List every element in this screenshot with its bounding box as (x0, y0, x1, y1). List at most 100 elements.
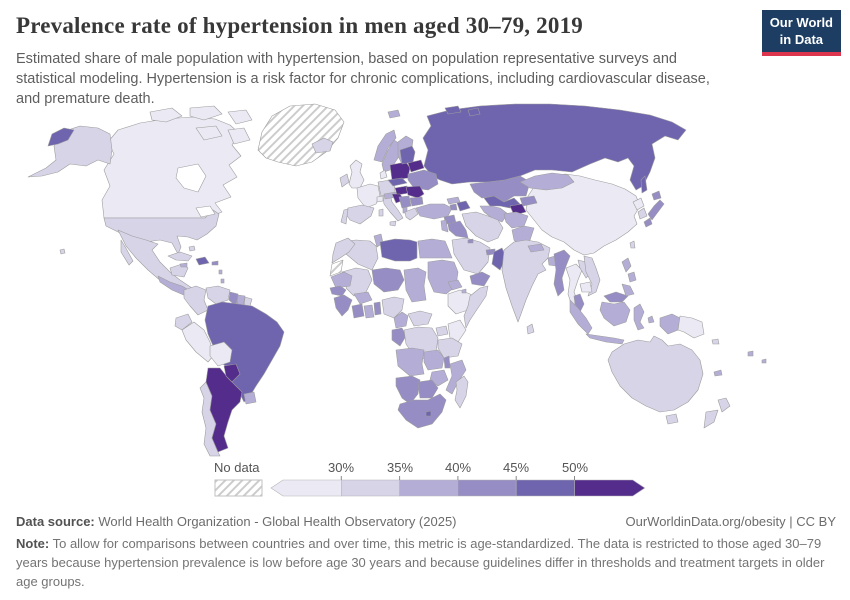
country-turkey[interactable] (415, 203, 453, 220)
country-new-zealand[interactable] (703, 397, 731, 429)
country-guinea[interactable] (333, 294, 353, 317)
attribution-link[interactable]: OurWorldinData.org/obesity | CC BY (625, 514, 837, 529)
country-armenia[interactable] (449, 203, 458, 211)
country-north-korea[interactable] (632, 197, 645, 211)
country-lesotho[interactable] (425, 410, 432, 417)
country-somalia[interactable] (463, 285, 489, 329)
country-portugal[interactable] (340, 208, 349, 225)
country-gabon-congo[interactable] (391, 327, 407, 347)
country-china[interactable] (525, 173, 641, 256)
legend-bin-30–35%[interactable] (341, 479, 400, 497)
country-indonesia-borneo[interactable] (599, 301, 631, 327)
country-kenya[interactable] (447, 319, 467, 343)
country-paraguay[interactable] (223, 363, 241, 383)
country-nepal[interactable] (527, 243, 545, 253)
country-western-sahara[interactable] (329, 259, 344, 277)
country-denmark[interactable] (379, 169, 388, 180)
country-uk[interactable] (348, 159, 365, 189)
country-hispaniola[interactable] (195, 256, 210, 266)
country-bulgaria[interactable] (409, 196, 424, 207)
country-ivory-coast[interactable] (351, 303, 365, 319)
country-levant[interactable] (440, 219, 449, 233)
country-baltics[interactable] (399, 145, 416, 165)
country-libya[interactable] (379, 238, 418, 262)
country-indonesia-java[interactable] (585, 333, 625, 345)
country-car[interactable] (407, 310, 433, 327)
country-angola[interactable] (395, 347, 425, 377)
country-lesser-antilles[interactable] (218, 269, 225, 284)
country-belarus[interactable] (407, 159, 425, 173)
country-vietnam[interactable] (583, 255, 601, 297)
country-sri-lanka[interactable] (526, 323, 535, 335)
country-mongolia[interactable] (519, 172, 575, 191)
country-mexico[interactable] (117, 229, 193, 295)
country-india[interactable] (501, 239, 551, 323)
country-eritrea[interactable] (447, 279, 463, 291)
country-namibia[interactable] (395, 375, 421, 405)
country-hawaii[interactable] (59, 248, 66, 255)
country-poland[interactable] (389, 161, 411, 181)
country-puerto-rico[interactable] (211, 260, 219, 266)
country-malaysia[interactable] (573, 293, 585, 313)
country-uganda[interactable] (435, 325, 449, 337)
country-uruguay[interactable] (243, 391, 257, 405)
legend-bin-45–50%[interactable] (515, 479, 575, 497)
country-venezuela[interactable] (205, 285, 231, 305)
country-france[interactable] (356, 183, 381, 209)
country-alaska[interactable] (27, 125, 113, 178)
country-italy[interactable] (378, 193, 404, 227)
country-tanzania[interactable] (437, 337, 463, 359)
legend-bin-<30%[interactable] (270, 479, 342, 497)
country-azerbaijan[interactable] (456, 200, 471, 212)
country-afghanistan[interactable] (503, 211, 529, 229)
country-sakhalin[interactable] (640, 175, 648, 194)
country-tasmania[interactable] (665, 413, 679, 425)
country-zambia[interactable] (423, 349, 445, 371)
legend-bin->50%[interactable] (574, 479, 646, 497)
country-madagascar[interactable] (454, 375, 469, 409)
country-iceland[interactable] (311, 137, 334, 154)
country-niger[interactable] (371, 267, 405, 293)
country-morocco[interactable] (331, 237, 356, 264)
country-chad[interactable] (403, 267, 427, 303)
country-greenland[interactable] (257, 103, 345, 167)
country-benin-togo[interactable] (373, 301, 382, 316)
country-zimbabwe[interactable] (429, 369, 449, 387)
country-greece[interactable] (404, 207, 419, 221)
country-solomon-islands[interactable] (711, 338, 720, 345)
country-indonesia-sulawesi[interactable] (633, 303, 645, 331)
country-chukotka[interactable] (47, 127, 75, 147)
country-kuwait[interactable] (467, 238, 474, 244)
country-egypt[interactable] (417, 238, 453, 259)
country-japan[interactable] (643, 190, 665, 228)
country-arctic-islands[interactable] (444, 105, 481, 117)
country-ukraine[interactable] (407, 169, 439, 191)
country-ireland[interactable] (339, 173, 350, 188)
country-spain[interactable] (345, 204, 375, 225)
country-burkina-faso[interactable] (353, 291, 373, 305)
country-argentina[interactable] (205, 367, 243, 453)
country-cambodia[interactable] (579, 281, 593, 293)
country-czech-slovakia[interactable] (387, 177, 408, 187)
country-romania[interactable] (405, 185, 425, 199)
country-philippines[interactable] (621, 257, 637, 297)
country-myanmar[interactable] (553, 249, 571, 297)
country-indonesia-moluccas[interactable] (647, 315, 655, 324)
country-ghana[interactable] (363, 304, 375, 319)
country-georgia[interactable] (446, 196, 461, 205)
country-yemen[interactable] (469, 271, 491, 287)
country-svalbard[interactable] (387, 109, 401, 119)
country-iran[interactable] (461, 211, 504, 243)
country-nigeria[interactable] (381, 296, 405, 319)
country-iraq[interactable] (447, 220, 469, 239)
country-switzerland[interactable] (376, 195, 384, 203)
country-mauritania[interactable] (330, 271, 353, 289)
country-serbia-bosnia[interactable] (398, 195, 412, 209)
country-taiwan[interactable] (629, 240, 636, 249)
country-west-papua[interactable] (659, 313, 681, 335)
country-australia[interactable] (607, 335, 704, 413)
legend-bin-35–40%[interactable] (399, 479, 459, 497)
country-kazakhstan[interactable] (469, 175, 531, 203)
country-uzbekistan[interactable] (483, 195, 521, 209)
country-djibouti[interactable] (461, 288, 467, 294)
